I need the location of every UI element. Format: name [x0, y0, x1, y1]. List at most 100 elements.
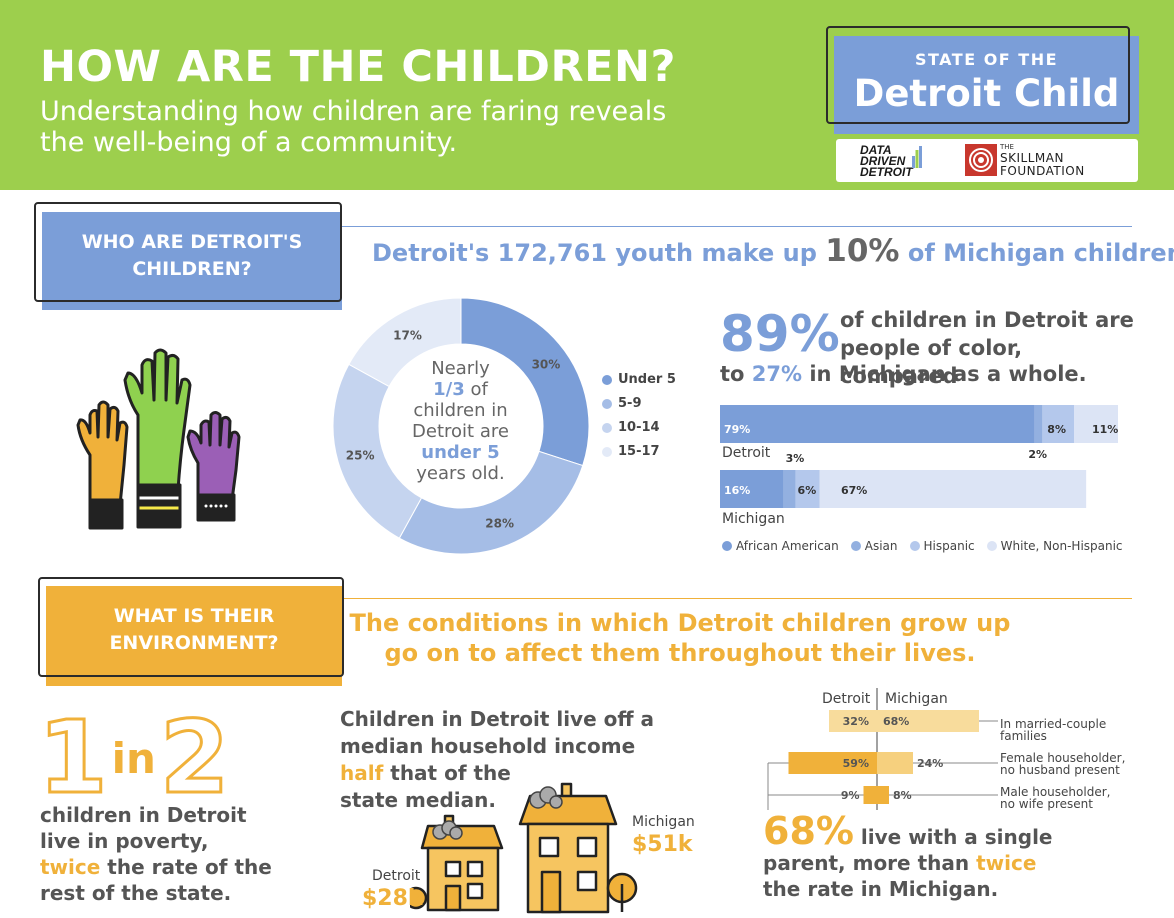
family-bar-michigan: [877, 786, 889, 804]
poverty-line: rest of the state.: [40, 881, 232, 905]
legend-swatch: [850, 541, 861, 551]
race-bar-michigan-white-non-hispanic: [819, 470, 1087, 508]
raised-hands-illustration: [76, 348, 241, 530]
income-highlight: half: [340, 761, 384, 785]
family-category-line: no husband present: [1000, 763, 1120, 777]
poverty-ratio: 1 in 2: [37, 699, 231, 816]
income-line: state median.: [340, 788, 496, 812]
family-category-line: Female householder,: [1000, 751, 1126, 765]
family-category-line: Male householder,: [1000, 785, 1111, 799]
family-label-detroit: 59%: [843, 757, 869, 770]
legend-swatch: [602, 446, 612, 457]
legend-label: Asian: [864, 539, 898, 553]
who-label-frame: [34, 202, 342, 302]
age-legend-item: 5-9: [602, 396, 676, 411]
single-parent-text: 68% live with a single parent, more than…: [763, 812, 1063, 902]
age-donut-chart: 30% 28% 25% 17%: [332, 297, 590, 555]
legend-label: Hispanic: [923, 539, 975, 553]
family-label-michigan: 8%: [893, 789, 912, 802]
who-section-label: WHO ARE DETROIT'S CHILDREN?: [42, 229, 342, 283]
legend-label: White, Non-Hispanic: [1000, 539, 1123, 553]
race-stacked-bar-chart: 79% 2%8% 11% 16% 3% 6% 67%: [720, 405, 1118, 508]
race-bar-michigan-african-american: [720, 470, 784, 508]
family-category-label: In married-couple families: [1000, 718, 1106, 742]
single-line: live with a single: [853, 825, 1053, 849]
bar-name-michigan: Michigan: [722, 511, 785, 527]
donut-slice-15-17: [348, 297, 462, 388]
income-line: median household income: [340, 734, 636, 758]
race-bar-label: 16%: [724, 484, 750, 497]
race-bar-detroit-asian: [1034, 405, 1043, 443]
houses-illustration: [410, 782, 638, 914]
poverty-line: children in Detroit: [40, 803, 247, 827]
donut-slice-label: 17%: [393, 329, 422, 343]
who-headline: Detroit's 172,761 youth make up 10% of M…: [372, 233, 1174, 269]
brand-title: Detroit Child: [853, 72, 1120, 115]
page-title: HOW ARE THE CHILDREN?: [40, 42, 676, 92]
env-label-frame: [38, 577, 344, 677]
income-text: Children in Detroit live off a median ho…: [340, 706, 660, 814]
who-divider: [342, 226, 1132, 227]
race-legend-item: Asian: [850, 539, 898, 553]
family-label-michigan: 24%: [917, 757, 943, 770]
race-bar-label: 79%: [724, 423, 750, 436]
donut-center-text: Nearly 1/3 of children in Detroit are un…: [393, 358, 528, 484]
brand-kicker: STATE OF THE: [914, 50, 1059, 69]
logo-word: DETROIT: [860, 165, 913, 179]
poc-comparison: to 27% in Michigan as a whole.: [720, 362, 1087, 386]
legend-label: 15-17: [618, 444, 660, 459]
family-diverging-bar-chart: 32% 68% 59% 24% 9% 8%: [767, 688, 998, 810]
family-col-detroit: Detroit: [822, 691, 871, 707]
poverty-highlight: twice: [40, 855, 101, 879]
donut-slice-label: 28%: [485, 517, 514, 531]
family-bar-michigan: [877, 710, 979, 732]
race-bar-detroit-white-non-hispanic: [1074, 405, 1118, 443]
family-label-detroit: 32%: [843, 715, 869, 728]
env-section-label: WHAT IS THEIR ENVIRONMENT?: [46, 603, 342, 657]
env-divider: [344, 598, 1132, 599]
poc-text-part: in Michigan as a whole.: [802, 362, 1087, 386]
single-highlight: twice: [976, 851, 1037, 875]
headline-percent: 10%: [825, 233, 900, 269]
family-category-label: Male householder, no wife present: [1000, 786, 1110, 810]
ratio-number: 1: [37, 699, 110, 816]
age-legend-item: 15-17: [602, 444, 676, 459]
michigan-income: $51k: [632, 832, 693, 857]
poverty-line: the rate of the: [100, 855, 272, 879]
poc-michigan-percent: 27%: [751, 362, 803, 386]
single-line: parent, more than: [763, 851, 977, 875]
label-line: CHILDREN?: [132, 258, 252, 280]
data-driven-detroit-logo[interactable]: DATA DRIVEN DETROIT: [860, 144, 913, 179]
race-bar-michigan-hispanic: [795, 470, 820, 508]
label-line: WHAT IS THEIR: [113, 605, 275, 627]
age-legend-item: 10-14: [602, 420, 676, 435]
legend-label: Under 5: [618, 372, 676, 387]
center-line: years old.: [416, 463, 505, 484]
race-legend-item: White, Non-Hispanic: [986, 539, 1123, 553]
race-bar-label: 2%: [1028, 448, 1047, 461]
race-bar-label: 8%: [1047, 423, 1066, 436]
legend-swatch: [602, 422, 612, 433]
poverty-line: live in poverty,: [40, 829, 209, 853]
poverty-text: children in Detroit live in poverty, twi…: [40, 802, 340, 906]
logo-word: SKILLMAN: [1000, 151, 1064, 165]
skillman-foundation-logo[interactable]: SKILLMAN FOUNDATION: [1000, 152, 1085, 178]
detroit-income: $28k: [362, 886, 423, 911]
ratio-number: 2: [158, 699, 231, 816]
skillman-rose-icon: [965, 144, 997, 176]
legend-swatch: [986, 541, 997, 551]
env-headline: The conditions in which Detroit children…: [349, 609, 1011, 667]
center-line: children in: [413, 400, 508, 421]
logo-word: FOUNDATION: [1000, 164, 1085, 178]
race-legend: African American Asian Hispanic White, Non-…: [722, 539, 1123, 553]
ddd-bars-icon: [912, 146, 922, 168]
race-bar-label: 67%: [841, 484, 867, 497]
race-legend-item: Hispanic: [909, 539, 975, 553]
skillman-the: THE: [1000, 143, 1014, 151]
donut-slice-label: 25%: [346, 448, 375, 462]
poc-percent: 89%: [720, 305, 840, 363]
age-legend-item: Under 5: [602, 372, 676, 387]
legend-swatch: [602, 374, 612, 385]
legend-label: African American: [736, 539, 839, 553]
family-bar-detroit: [788, 752, 877, 774]
